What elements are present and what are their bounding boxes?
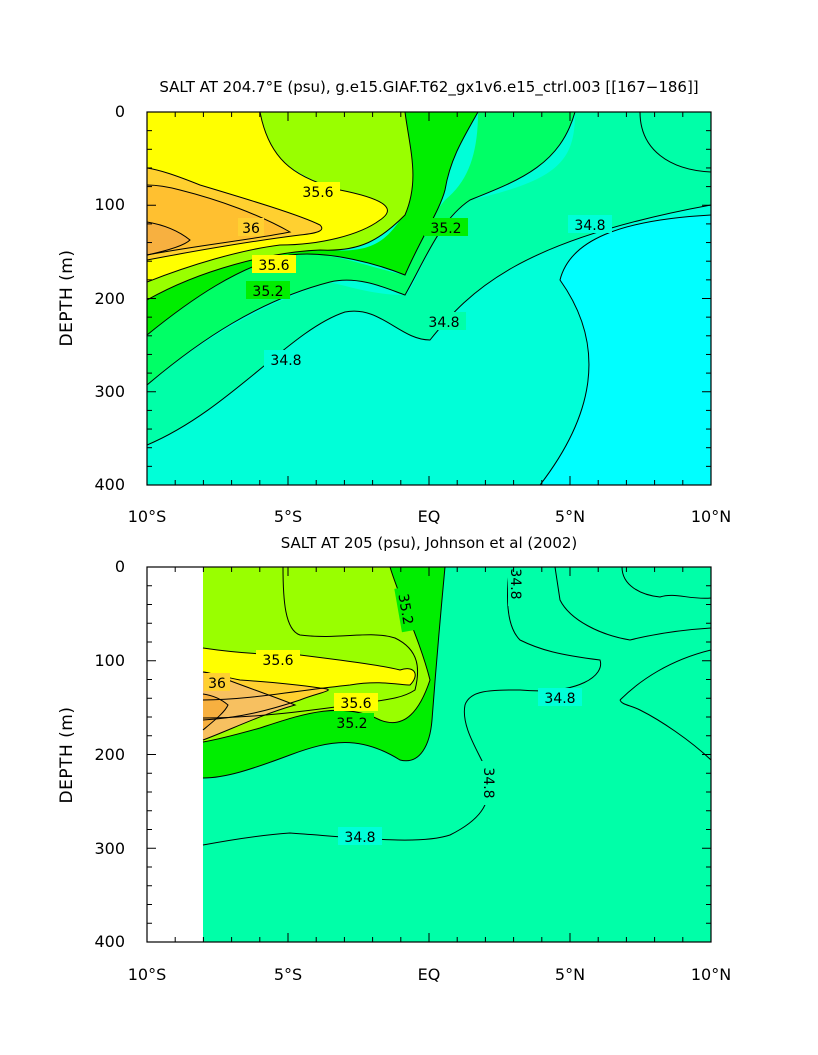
obs-contour-label: 35.6 [262,653,293,669]
model-contour-lines [147,112,711,485]
model-contour-label: 35.2 [430,221,461,237]
x-tick-label: EQ [418,965,441,984]
model-band-354 [147,112,413,300]
y-tick-label: 300 [94,382,125,401]
model-contour-label: 35.6 [258,258,289,274]
model-contour-label: 35.2 [252,284,283,300]
model-contour-field: 35.6 36 35.6 35.2 35.2 34.8 34.8 34.8 [147,112,711,485]
obs-band-350 [203,567,601,845]
obs-contour-line [202,693,229,731]
obs-band-352 [203,567,445,778]
obs-contour-field: 35.6 36 35.6 35.2 35.2 34.8 34.8 34.8 34… [202,567,711,942]
y-tick-label: 400 [94,475,125,494]
y-tick-label: 200 [94,745,125,764]
model-contour-line [539,214,711,485]
model-band-lt346 [540,215,711,485]
obs-contour-line [202,567,431,743]
model-band-352 [147,112,478,335]
obs-contour-label: 34.8 [544,691,575,707]
model-contour-label: 35.6 [302,185,333,201]
x-tick-label: 5°S [274,507,302,526]
model-contour-line [147,112,576,386]
obs-axis-ticks [146,566,712,943]
model-contour-line [147,167,323,261]
obs-contour-label: 35.2 [336,716,367,732]
obs-contour-label: 34.8 [480,767,496,798]
model-band-362 [147,222,190,255]
x-tick-label: 10°S [128,507,167,526]
y-tick-label: 400 [94,932,125,951]
y-tick-label: 100 [94,651,125,670]
panel-observations: SALT AT 205 (psu), Johnson et al (2002) [57,534,731,984]
x-tick-label: 5°N [555,965,585,984]
obs-contour-lines [202,567,711,846]
model-title: SALT AT 204.7°E (psu), g.e15.GIAF.T62_gx… [159,78,698,97]
obs-title: SALT AT 205 (psu), Johnson et al (2002) [281,534,578,552]
model-contour-line [147,112,479,336]
model-y-axis-label: DEPTH (m) [57,250,77,347]
y-tick-label: 300 [94,839,125,858]
model-axis-ticks [146,111,712,486]
obs-contour-line [202,567,446,779]
model-contour-labels: 35.6 36 35.6 35.2 35.2 34.8 34.8 34.8 [238,182,612,369]
y-tick-label: 0 [115,102,125,121]
model-contour-line [147,112,388,283]
obs-contour-line [202,567,419,719]
model-y-tick-labels: 0 100 200 300 400 [94,102,125,494]
obs-y-axis-label: DEPTH (m) [57,707,77,804]
x-tick-label: 10°N [691,507,731,526]
model-contour-line [639,112,711,173]
obs-band-364 [203,694,228,730]
y-tick-label: 100 [94,195,125,214]
obs-contour-label: 35.6 [340,696,371,712]
obs-contour-label: 34.8 [344,830,375,846]
x-tick-label: 5°S [274,965,302,984]
panel-model: SALT AT 204.7°E (psu), g.e15.GIAF.T62_gx… [57,78,731,526]
model-contour-label: 34.8 [270,353,301,369]
model-contour-line [147,112,414,301]
x-tick-label: 10°S [128,965,167,984]
x-tick-label: 5°N [555,507,585,526]
obs-contour-label: 35.2 [394,593,415,626]
model-contour-label: 34.8 [574,218,605,234]
obs-band-348 [203,567,711,942]
obs-band-354 [203,567,430,742]
obs-contour-label: 36 [208,676,226,692]
obs-contour-line [619,699,711,761]
x-tick-label: EQ [418,507,441,526]
obs-contour-labels: 35.6 36 35.6 35.2 35.2 34.8 34.8 34.8 34… [204,567,582,846]
model-band-348 [147,112,711,445]
model-band-350 [147,112,575,385]
obs-contour-line [554,567,711,641]
x-tick-label: 10°N [691,965,731,984]
model-contour-label: 36 [242,221,260,237]
obs-x-tick-labels: 10°S 5°S EQ 5°N 10°N [128,965,731,984]
model-contour-line [147,221,191,256]
obs-contour-line [621,567,711,599]
model-contour-line [147,204,711,446]
model-x-tick-labels: 10°S 5°S EQ 5°N 10°N [128,507,731,526]
y-tick-label: 200 [94,289,125,308]
y-tick-label: 0 [115,557,125,576]
obs-contour-label: 34.8 [507,568,523,599]
model-contour-label: 34.8 [428,315,459,331]
obs-contour-line [619,649,711,701]
obs-y-tick-labels: 0 100 200 300 400 [94,557,125,951]
